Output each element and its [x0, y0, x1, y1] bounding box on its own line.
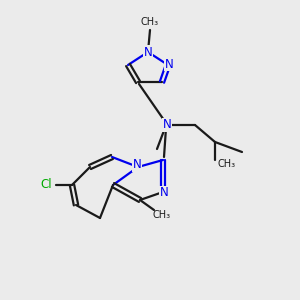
Text: N: N: [160, 187, 168, 200]
Text: N: N: [165, 58, 173, 70]
Text: N: N: [163, 118, 171, 131]
Text: CH₃: CH₃: [141, 17, 159, 27]
Text: CH₃: CH₃: [153, 210, 171, 220]
Text: N: N: [144, 46, 152, 59]
Text: Cl: Cl: [40, 178, 52, 191]
Text: N: N: [133, 158, 141, 172]
Text: CH₃: CH₃: [218, 159, 236, 169]
